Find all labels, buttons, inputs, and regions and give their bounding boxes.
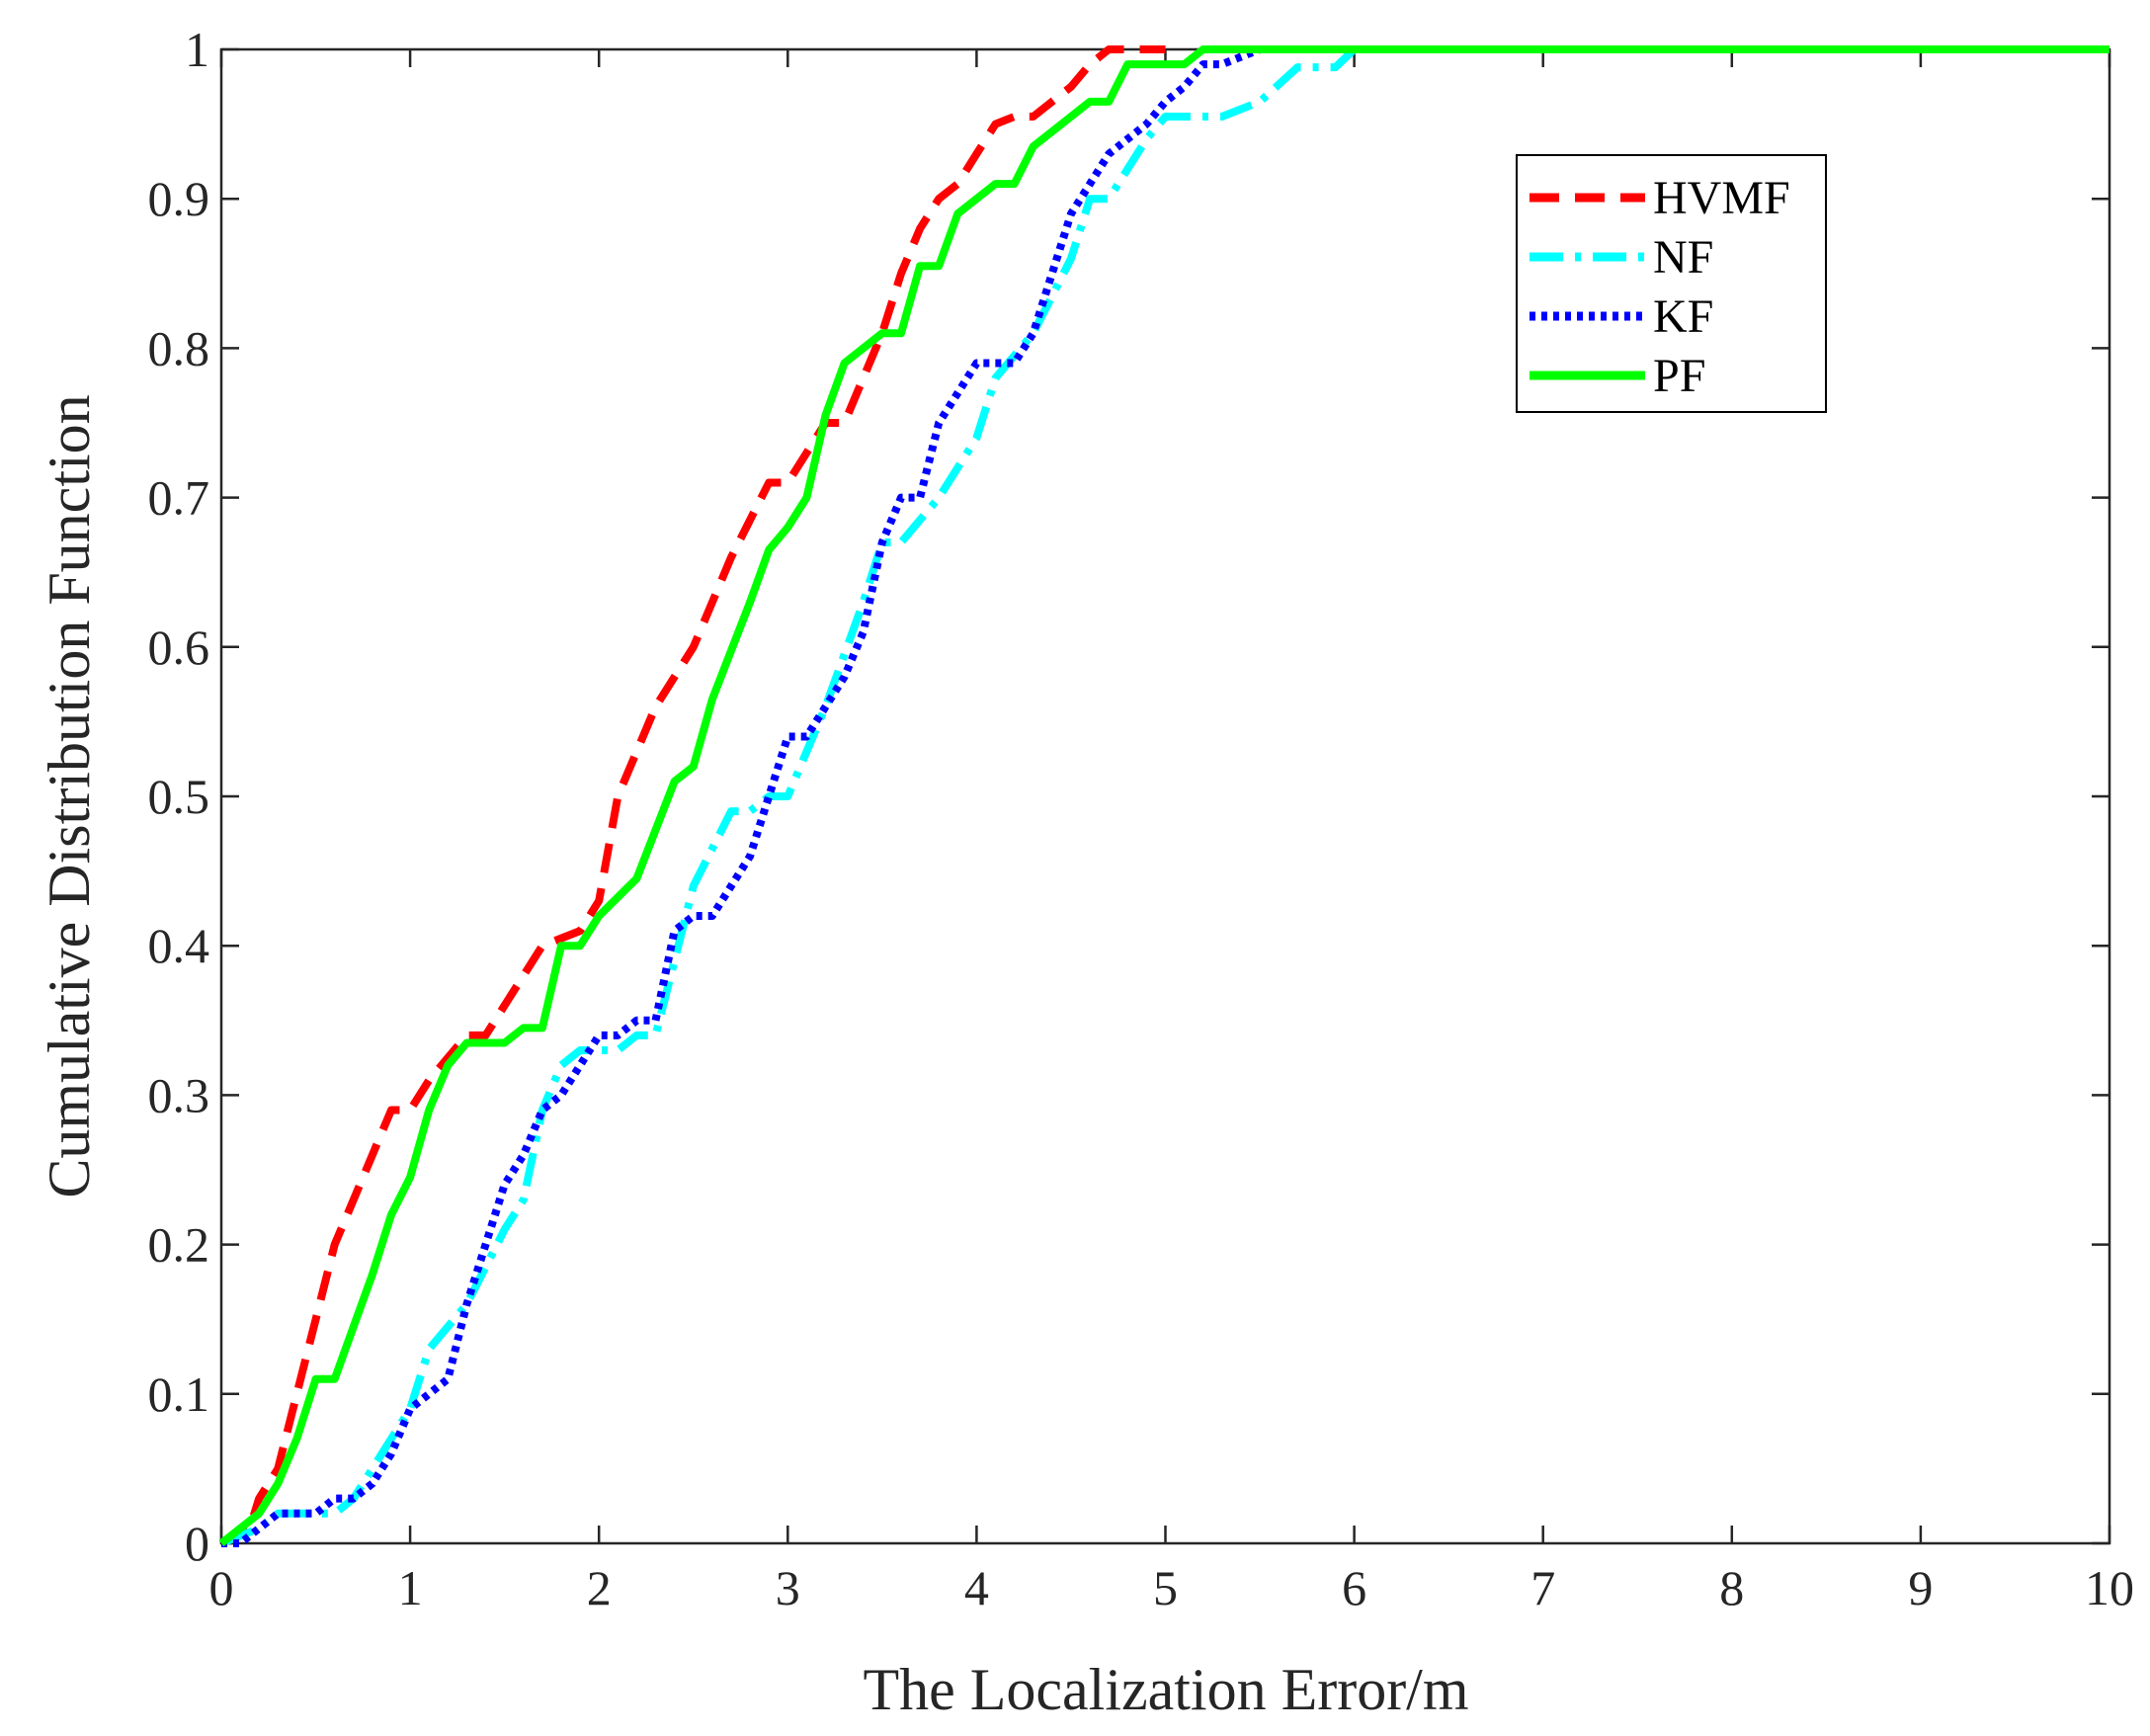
x-tick-label: 2: [587, 1560, 612, 1615]
x-tick-label: 7: [1530, 1560, 1555, 1615]
y-tick-label: 0.4: [148, 918, 210, 973]
legend-label-nf: NF: [1653, 231, 1713, 284]
legend-label-kf: KF: [1653, 290, 1713, 343]
x-tick-label: 4: [964, 1560, 989, 1615]
x-tick-label: 6: [1342, 1560, 1366, 1615]
x-tick-label: 0: [209, 1560, 234, 1615]
x-tick-label: 3: [776, 1560, 800, 1615]
x-tick-label: 5: [1153, 1560, 1178, 1615]
y-tick-label: 0: [185, 1516, 209, 1571]
y-tick-label: 0.6: [148, 620, 210, 675]
x-axis-title: The Localization Error/m: [863, 1657, 1468, 1722]
y-axis-title: Cumulative Distribution Function: [37, 394, 102, 1198]
legend-label-hvmf: HVMF: [1653, 172, 1790, 224]
y-tick-label: 0.5: [148, 769, 210, 824]
y-tick-label: 0.8: [148, 320, 210, 375]
y-tick-label: 0.9: [148, 171, 210, 226]
legend-label-pf: PF: [1653, 350, 1705, 402]
x-tick-label: 8: [1719, 1560, 1744, 1615]
x-tick-label: 1: [398, 1560, 423, 1615]
x-tick-label: 10: [2085, 1560, 2134, 1615]
y-tick-label: 0.1: [148, 1366, 210, 1422]
y-tick-label: 0.2: [148, 1217, 210, 1273]
y-tick-label: 1: [185, 22, 209, 77]
y-tick-label: 0.7: [148, 470, 210, 526]
legend: HVMF NF KF PF: [1517, 155, 1826, 412]
x-tick-label: 9: [1908, 1560, 1933, 1615]
cdf-chart: 0 1 2 3 4 5 6 7 8 9 10 0 0.1 0.2 0.3 0.4 0.5 0.6 0.7 0.8 0.9…: [0, 0, 2150, 1736]
y-tick-label: 0.3: [148, 1067, 210, 1122]
